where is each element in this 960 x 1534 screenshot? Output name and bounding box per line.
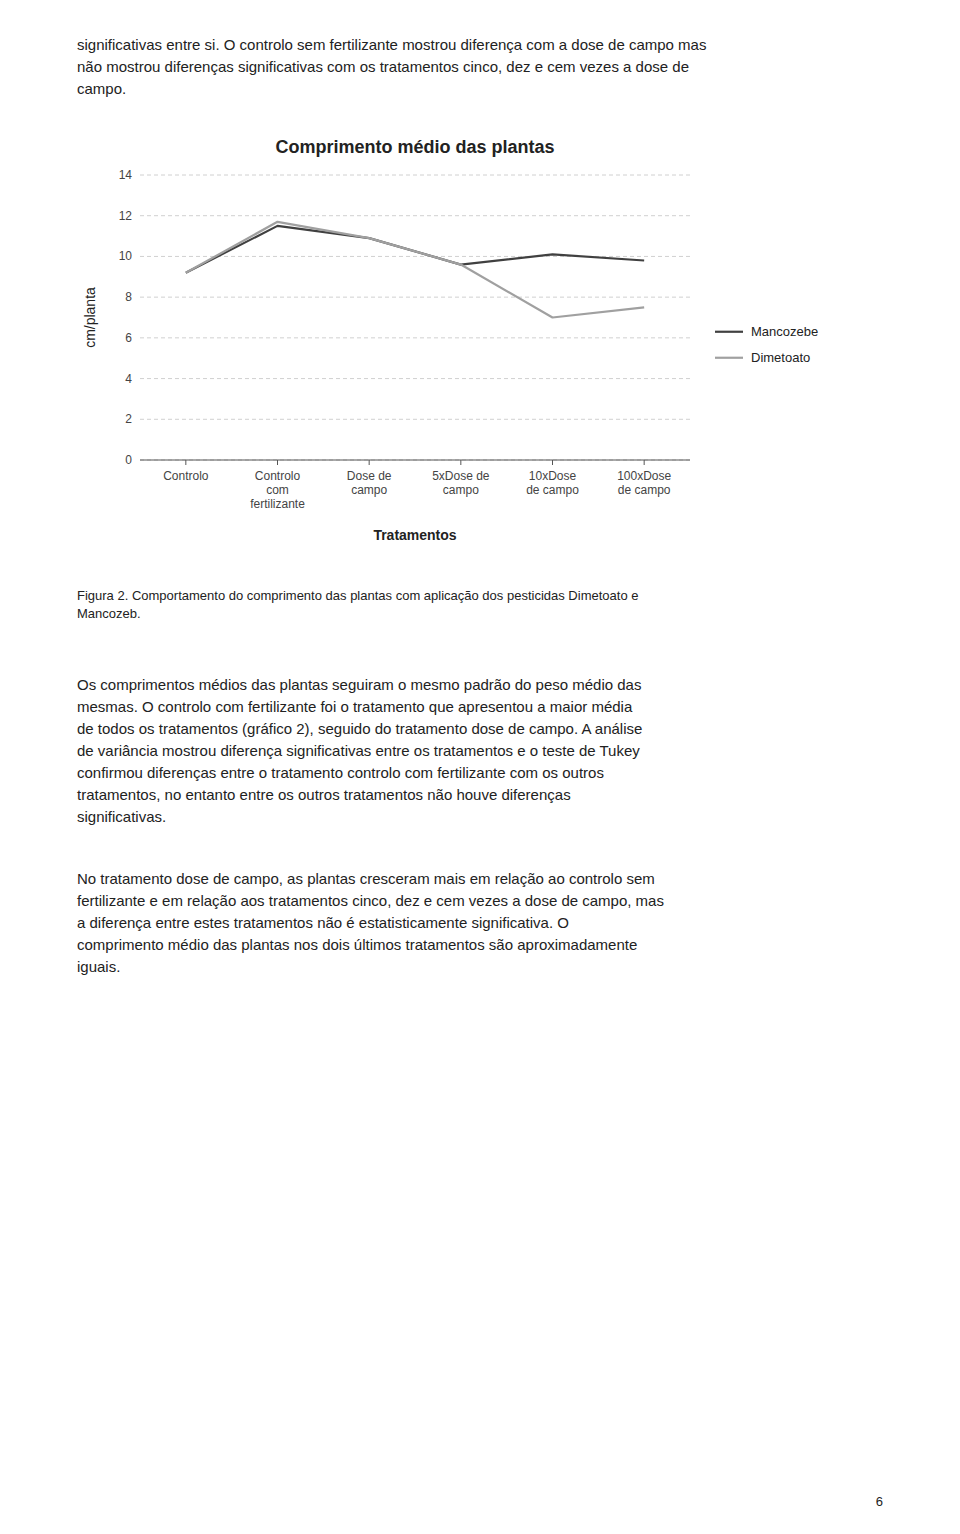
grid-line <box>140 460 690 461</box>
x-tick-label: Controlocomfertilizante <box>250 469 305 511</box>
x-tick <box>277 460 278 465</box>
x-tick-label-line: campo <box>351 483 387 497</box>
paragraph-line: significativas entre si. O controlo sem … <box>77 36 706 53</box>
x-tick <box>369 460 370 465</box>
x-tick-label-line: de campo <box>618 483 671 497</box>
paragraph-line: Os comprimentos médios das plantas segui… <box>77 676 641 693</box>
grid-line <box>140 256 690 257</box>
y-tick-label: 12 <box>119 209 133 223</box>
series-line <box>186 222 644 318</box>
paragraph-line: campo. <box>77 80 126 97</box>
x-tick-label: Controlo <box>163 469 209 483</box>
y-tick-label: 4 <box>125 372 132 386</box>
grid-line <box>140 337 690 338</box>
y-tick-label: 10 <box>119 249 133 263</box>
legend: Mancozebe Dimetoato <box>715 324 818 365</box>
x-tick-label-line: 10xDose <box>529 469 577 483</box>
x-tick-label-line: Dose de <box>347 469 392 483</box>
paragraph-line: confirmou diferenças entre o tratamento … <box>77 764 604 781</box>
x-tick-label-line: campo <box>443 483 479 497</box>
grid-line <box>140 378 690 379</box>
x-tick-label-line: Controlo <box>255 469 301 483</box>
figure-caption: Mancozeb. <box>77 606 141 621</box>
paragraph-line: mesmas. O controlo com fertilizante foi … <box>77 698 633 715</box>
x-tick-label-line: 5xDose de <box>432 469 490 483</box>
series-line <box>186 226 644 273</box>
x-axis-label: Tratamentos <box>373 527 456 543</box>
x-tick <box>552 460 553 465</box>
legend-swatch <box>715 331 743 333</box>
grid-line <box>140 175 690 176</box>
paragraph-line: iguais. <box>77 958 120 975</box>
x-tick-label: Dose decampo <box>347 469 392 497</box>
x-tick-label: 10xDosede campo <box>526 469 579 497</box>
grid-line <box>140 215 690 216</box>
x-tick-label-line: 100xDose <box>617 469 671 483</box>
paragraph-line: No tratamento dose de campo, as plantas … <box>77 870 655 887</box>
paragraph-line: significativas. <box>77 808 166 825</box>
y-tick-label: 8 <box>125 290 132 304</box>
chart: Comprimento médio das plantas 0 2 4 6 8 10 12 14… <box>82 137 818 543</box>
x-tick <box>644 460 645 465</box>
y-tick-label: 14 <box>119 168 133 182</box>
legend-label: Mancozebe <box>751 324 818 339</box>
paragraph-line: comprimento médio das plantas nos dois ú… <box>77 936 637 953</box>
x-tick-label-line: fertilizante <box>250 497 305 511</box>
page-number: 6 <box>876 1494 883 1509</box>
y-axis-label: cm/planta <box>82 287 98 348</box>
page-canvas: significativas entre si. O controlo sem … <box>0 0 960 1534</box>
x-tick-label: 100xDosede campo <box>617 469 671 497</box>
x-tick <box>460 460 461 465</box>
y-tick-label: 2 <box>125 412 132 426</box>
grid-line <box>140 419 690 420</box>
legend-label: Dimetoato <box>751 350 810 365</box>
paragraph-line: tratamentos, no entanto entre os outros … <box>77 786 571 803</box>
y-tick-label: 0 <box>125 453 132 467</box>
figure-caption: Figura 2. Comportamento do comprimento d… <box>77 588 638 603</box>
series-group <box>186 222 644 318</box>
legend-swatch <box>715 357 743 359</box>
x-tick-label-line: com <box>266 483 289 497</box>
grid-line <box>140 297 690 298</box>
chart-title: Comprimento médio das plantas <box>275 137 554 157</box>
x-axis-line <box>140 460 690 461</box>
paragraph-line: de variância mostrou diferença significa… <box>77 742 640 759</box>
page: {"chart_data": {"type": "line", "title":… <box>0 0 960 1534</box>
x-tick-label-line: Controlo <box>163 469 209 483</box>
y-tick-label: 6 <box>125 331 132 345</box>
paragraph-line: fertilizante e em relação aos tratamento… <box>77 892 664 909</box>
paragraph-line: não mostrou diferenças significativas co… <box>77 58 689 75</box>
paragraph-line: de todos os tratamentos (gráfico 2), seg… <box>77 720 642 737</box>
x-tick-label-line: de campo <box>526 483 579 497</box>
x-tick <box>185 460 186 465</box>
x-tick-label: 5xDose decampo <box>432 469 490 497</box>
paragraph-line: a diferença entre estes tratamentos não … <box>77 914 569 931</box>
